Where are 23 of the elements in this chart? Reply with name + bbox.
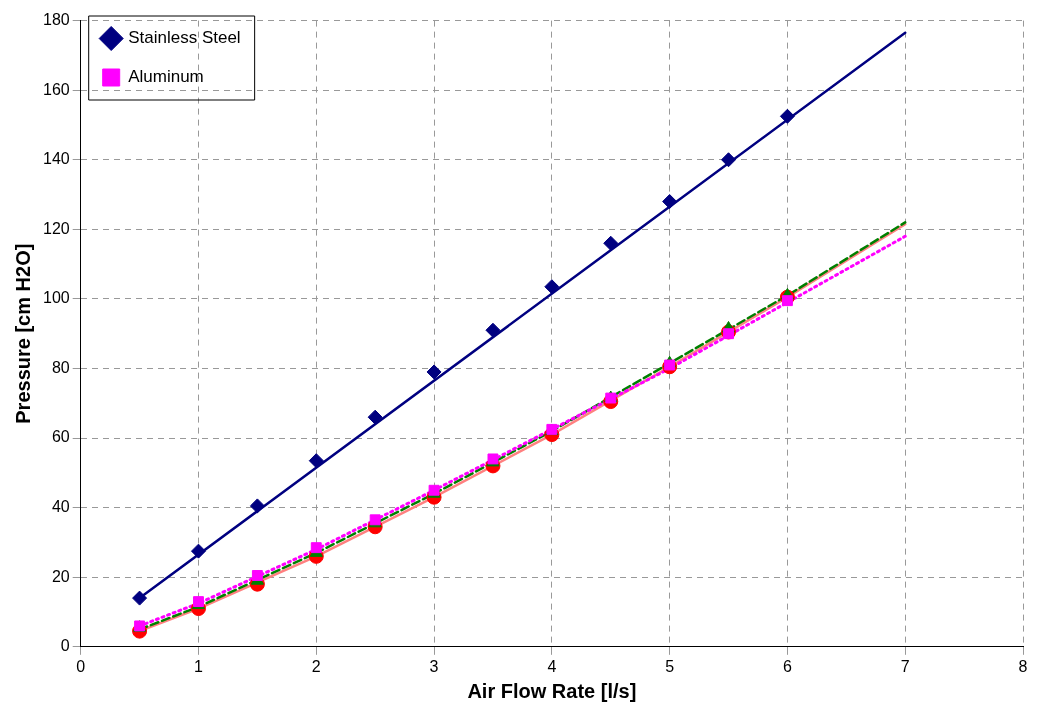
x-tick-label: 6 (782, 657, 792, 675)
y-tick-label: 20 (51, 567, 70, 585)
x-tick-label: 2 (311, 657, 321, 675)
y-tick-label: 160 (42, 80, 70, 98)
y-tick-label: 120 (42, 219, 70, 237)
x-tick-label: 1 (194, 657, 204, 675)
legend-label: Stainless Steel (128, 28, 241, 48)
y-tick-label: 0 (60, 637, 70, 655)
y-axis-title: Pressure [cm H2O] (11, 243, 34, 424)
x-tick-label: 5 (665, 657, 675, 675)
y-tick-label: 180 (42, 11, 70, 29)
y-tick-label: 100 (42, 289, 70, 307)
x-tick-label: 7 (900, 657, 910, 675)
legend-label: Aluminum (128, 67, 204, 87)
y-tick-label: 40 (51, 498, 70, 516)
y-tick-label: 60 (51, 428, 70, 446)
x-axis-title: Air Flow Rate [l/s] (467, 679, 637, 702)
x-tick-label: 8 (1018, 657, 1028, 675)
x-tick-label: 4 (547, 657, 557, 675)
y-tick-label: 140 (42, 150, 70, 168)
x-tick-label: 3 (429, 657, 439, 675)
y-tick-label: 80 (51, 358, 70, 376)
x-tick-label: 0 (76, 657, 86, 675)
